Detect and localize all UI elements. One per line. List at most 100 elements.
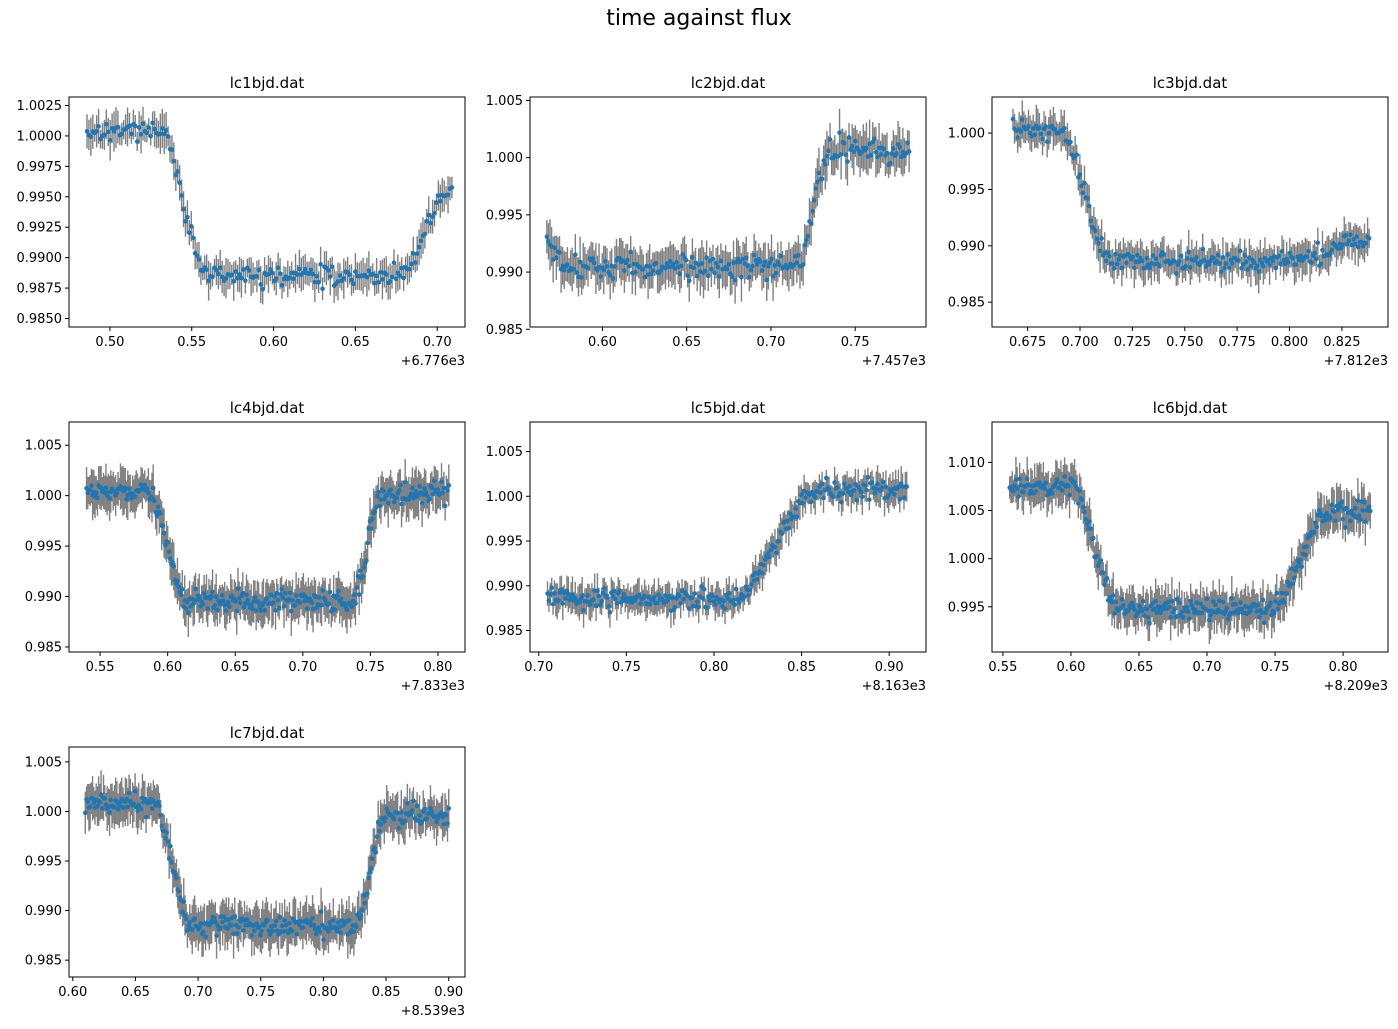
data-point [560,601,566,606]
data-point [291,276,296,282]
data-point [368,526,374,531]
data-point [164,830,170,835]
data-point [272,593,277,599]
data-point [577,259,583,265]
data-point [1113,599,1119,605]
data-point [768,547,774,553]
subplot-6: lc6bjd.dat 0.55 0.60 0.65 0.70 0.75 0.80 0.995 1… [948,399,1389,694]
data-point [1174,597,1180,602]
data-point [313,594,318,600]
data-point [399,265,405,271]
data-point [1235,610,1241,616]
data-point [773,270,779,276]
data-point [1144,255,1150,261]
data-point [598,274,603,279]
data-point [251,928,257,934]
data-point [152,498,157,504]
y-tick-label: 0.990 [25,904,62,919]
data-point [324,925,330,931]
data-point [281,929,286,934]
data-point [713,602,718,607]
subplot-7: lc7bjd.dat 0.60 0.65 0.70 0.75 0.80 0.85 0.90 0.… [25,724,466,1019]
data-point [842,481,847,487]
subplot-1: lc1bjd.dat 0.50 0.55 0.60 0.65 0.70 0.9850 0.98… [17,74,466,369]
data-point [150,485,156,491]
data-point [1208,613,1213,618]
data-point [1179,609,1185,615]
data-point [196,257,202,262]
data-point [430,491,436,497]
data-point [883,484,889,489]
data-point [351,281,356,287]
data-point [104,121,109,127]
data-point [443,813,449,818]
data-point [754,262,760,267]
data-point [1072,479,1077,484]
data-point [554,255,559,261]
data-point [1183,263,1188,269]
data-points [82,788,452,943]
data-point [201,591,207,596]
data-point [183,916,189,922]
y-tick-label: 1.005 [25,755,62,770]
data-point [391,817,397,822]
data-point [332,607,338,612]
data-point [1110,593,1116,598]
data-point [772,263,777,268]
data-point [1211,255,1216,261]
data-point [250,606,255,612]
data-point [785,518,790,524]
data-point [419,819,425,825]
data-point [90,796,95,801]
x-tick-label: 0.90 [875,660,904,675]
data-point [441,822,447,827]
data-point [236,925,241,930]
data-point [374,834,380,839]
data-point [264,596,270,601]
data-point [1018,482,1024,488]
data-point [273,918,279,924]
data-point [300,270,306,276]
x-offset-label: +7.833e3 [401,679,465,694]
data-point [187,230,192,236]
data-point [1312,250,1318,256]
data-point [244,592,249,598]
data-point [275,928,280,934]
data-point [1348,232,1353,238]
data-point [1119,265,1125,271]
data-point [196,595,202,601]
data-point [1245,604,1251,610]
y-tick-label: 1.005 [486,445,523,460]
data-point [1046,131,1052,136]
data-point [163,128,169,133]
y-tick-label: 1.010 [948,456,985,471]
data-point [1040,136,1045,142]
data-point [132,123,138,129]
data-point [428,220,433,226]
data-point [82,810,88,816]
data-point [142,796,148,802]
data-point [434,819,439,825]
data-point [185,214,190,220]
data-point [901,495,907,500]
data-point [822,162,828,167]
data-point [815,179,820,185]
data-point [1219,269,1224,275]
data-point [177,180,182,186]
data-point [316,595,322,600]
data-point [1153,256,1159,262]
data-point [254,274,260,279]
data-point [321,937,326,943]
data-point [165,134,171,139]
data-point [206,278,211,284]
data-point [1204,596,1210,602]
data-point [369,856,375,862]
data-point [193,586,198,592]
data-point [1267,262,1272,267]
data-point [699,584,704,589]
data-point [654,600,660,606]
data-point [241,267,246,272]
data-point [436,193,441,198]
data-point [891,491,897,497]
data-point [111,129,117,134]
